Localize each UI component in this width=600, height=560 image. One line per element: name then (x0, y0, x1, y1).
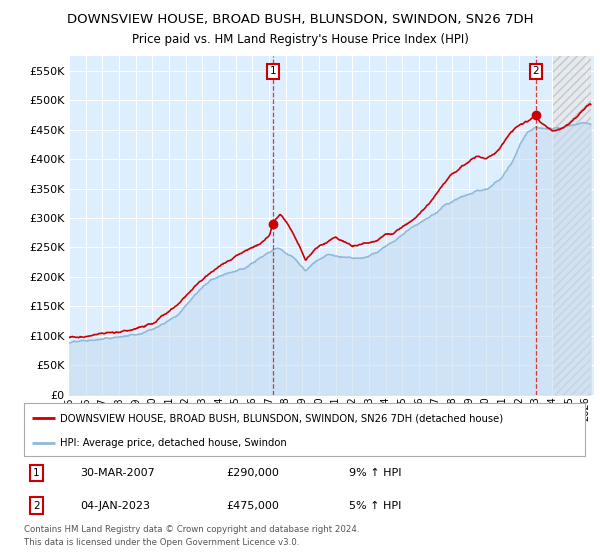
Text: HPI: Average price, detached house, Swindon: HPI: Average price, detached house, Swin… (61, 438, 287, 448)
Text: £290,000: £290,000 (226, 468, 279, 478)
Text: 04-JAN-2023: 04-JAN-2023 (80, 501, 150, 511)
Text: 9% ↑ HPI: 9% ↑ HPI (349, 468, 402, 478)
Text: DOWNSVIEW HOUSE, BROAD BUSH, BLUNSDON, SWINDON, SN26 7DH (detached house): DOWNSVIEW HOUSE, BROAD BUSH, BLUNSDON, S… (61, 413, 503, 423)
Text: 1: 1 (270, 66, 277, 76)
Text: 1: 1 (33, 468, 40, 478)
Text: £475,000: £475,000 (226, 501, 279, 511)
Text: 5% ↑ HPI: 5% ↑ HPI (349, 501, 402, 511)
Text: 30-MAR-2007: 30-MAR-2007 (80, 468, 155, 478)
Text: 2: 2 (533, 66, 539, 76)
Text: Contains HM Land Registry data © Crown copyright and database right 2024.
This d: Contains HM Land Registry data © Crown c… (24, 525, 359, 547)
Text: 2: 2 (33, 501, 40, 511)
Text: DOWNSVIEW HOUSE, BROAD BUSH, BLUNSDON, SWINDON, SN26 7DH: DOWNSVIEW HOUSE, BROAD BUSH, BLUNSDON, S… (67, 13, 533, 26)
Text: Price paid vs. HM Land Registry's House Price Index (HPI): Price paid vs. HM Land Registry's House … (131, 32, 469, 46)
